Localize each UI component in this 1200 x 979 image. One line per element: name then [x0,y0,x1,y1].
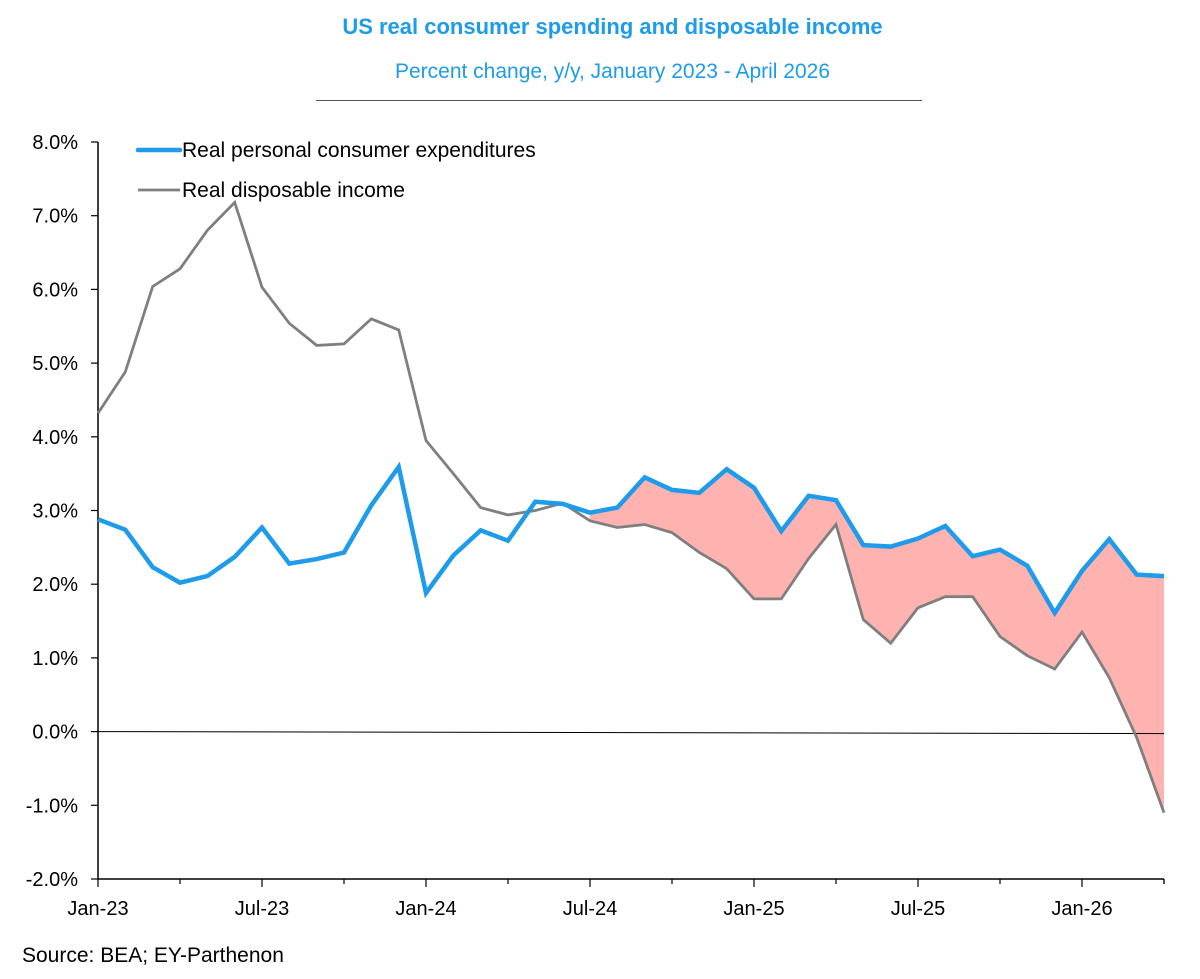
y-tick-label: 5.0% [32,353,78,375]
x-tick-label: Jan-25 [723,898,784,920]
x-tick-label: Jan-26 [1051,898,1112,920]
axis-layer: -2.0% -1.0% 0.0% 1.0% 2.0% 3.0% 4.0% 5.0% 6.0% 7.… [26,132,1165,920]
y-tick-label: 7.0% [32,206,78,228]
legend: Real personal consumer expenditures Real … [135,139,536,202]
y-tick-label: -1.0% [26,795,78,817]
chart-subtitle: Percent change, y/y, January 2023 - Apri… [394,60,831,83]
title-divider [316,100,922,101]
legend-label-disposable-income: Real disposable income [182,179,405,202]
legend-label-expenditures: Real personal consumer expenditures [182,139,536,162]
y-tick-label: 1.0% [32,648,78,670]
x-tick-label: Jul-25 [891,898,945,920]
y-tick-label: 4.0% [32,427,78,449]
y-tick-label: 0.0% [32,722,78,744]
x-tick-label: Jan-24 [395,898,456,920]
y-tick-label: 6.0% [32,279,78,301]
gap-shading-layer [590,469,1164,813]
chart-title: US real consumer spending and disposable… [342,14,883,39]
series-line-disposable-income [96,199,1166,814]
series-layer [96,199,1166,814]
y-tick-label: 3.0% [32,501,78,523]
source-note: Source: BEA; EY-Parthenon [22,944,284,967]
y-tick-label: -2.0% [26,869,78,891]
x-tick-label: Jan-23 [67,898,128,920]
zero-line-layer [97,731,1165,735]
y-tick-label: 2.0% [32,574,78,596]
series-line-expenditures [97,461,1165,618]
y-tick-label: 8.0% [32,132,78,154]
zero-line [97,731,1165,735]
x-tick-label: Jul-23 [235,898,289,920]
gap-shading [590,469,1164,813]
x-tick-label: Jul-24 [563,898,617,920]
